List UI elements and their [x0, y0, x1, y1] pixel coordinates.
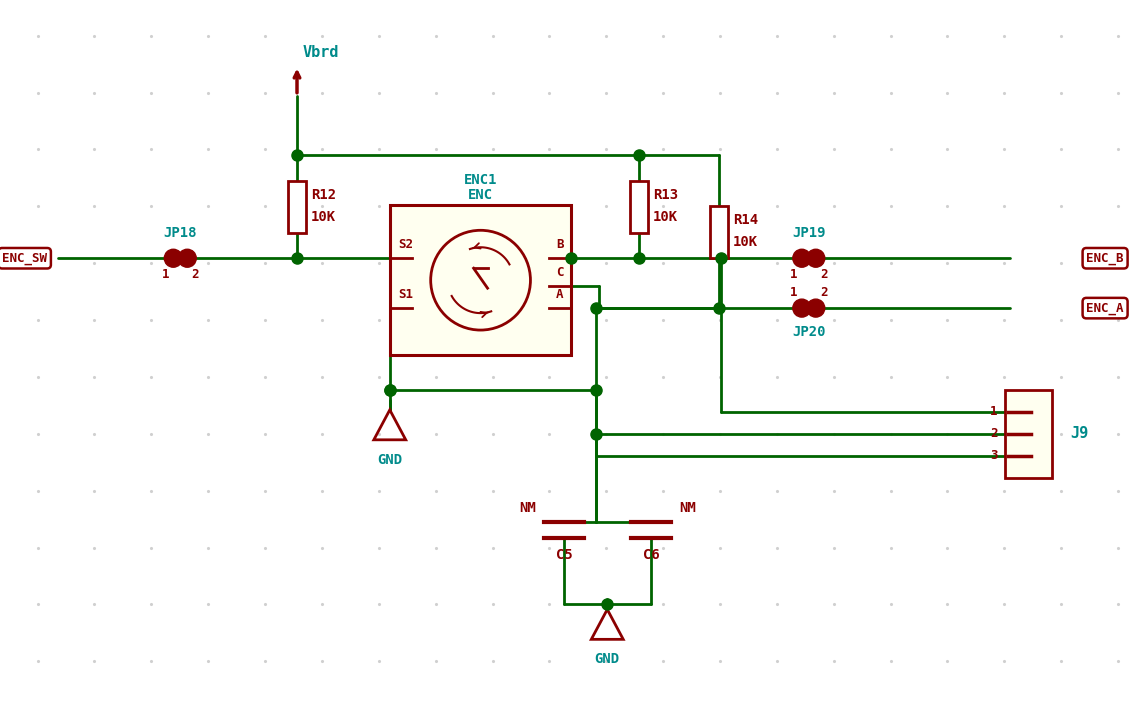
Text: C5: C5 — [556, 548, 572, 561]
Text: S1: S1 — [397, 288, 412, 300]
Text: C: C — [555, 266, 563, 279]
Text: JP18: JP18 — [164, 227, 197, 240]
Bar — [1005, 390, 1052, 478]
Text: ENC1: ENC1 — [464, 174, 497, 187]
Text: GND: GND — [594, 652, 619, 666]
Circle shape — [165, 250, 182, 267]
Text: Vbrd: Vbrd — [303, 45, 339, 60]
Circle shape — [792, 250, 811, 267]
Text: 2: 2 — [989, 427, 997, 440]
Bar — [389, 205, 571, 355]
Bar — [710, 206, 728, 257]
Text: R14: R14 — [733, 213, 758, 227]
Text: JP20: JP20 — [792, 325, 826, 339]
Text: B: B — [555, 238, 563, 251]
Text: JP19: JP19 — [792, 227, 826, 240]
Text: NM: NM — [679, 500, 696, 515]
Text: 1: 1 — [790, 267, 798, 280]
Circle shape — [807, 299, 824, 317]
Text: 1: 1 — [790, 285, 798, 299]
Text: ENC_B: ENC_B — [1087, 252, 1124, 265]
Text: C6: C6 — [642, 548, 660, 561]
Circle shape — [179, 250, 196, 267]
Text: 3: 3 — [989, 450, 997, 462]
Text: ENC_SW: ENC_SW — [2, 252, 47, 265]
Text: 10K: 10K — [311, 210, 337, 224]
Bar — [289, 181, 306, 233]
Text: R12: R12 — [311, 188, 337, 202]
Text: 1: 1 — [161, 267, 169, 280]
Circle shape — [807, 250, 824, 267]
Text: 1: 1 — [989, 405, 997, 419]
Bar — [630, 181, 648, 233]
Text: R13: R13 — [653, 188, 678, 202]
Text: GND: GND — [377, 452, 402, 467]
Text: 10K: 10K — [733, 234, 758, 249]
Text: J9: J9 — [1071, 427, 1089, 442]
Text: 2: 2 — [191, 267, 199, 280]
Text: ENC: ENC — [468, 189, 493, 202]
Text: 2: 2 — [820, 285, 828, 299]
Text: 10K: 10K — [653, 210, 678, 224]
Circle shape — [792, 299, 811, 317]
Text: 2: 2 — [820, 267, 828, 280]
Text: ENC_A: ENC_A — [1087, 302, 1124, 315]
Text: NM: NM — [520, 500, 537, 515]
Text: A: A — [555, 288, 563, 300]
Text: S2: S2 — [397, 238, 412, 251]
